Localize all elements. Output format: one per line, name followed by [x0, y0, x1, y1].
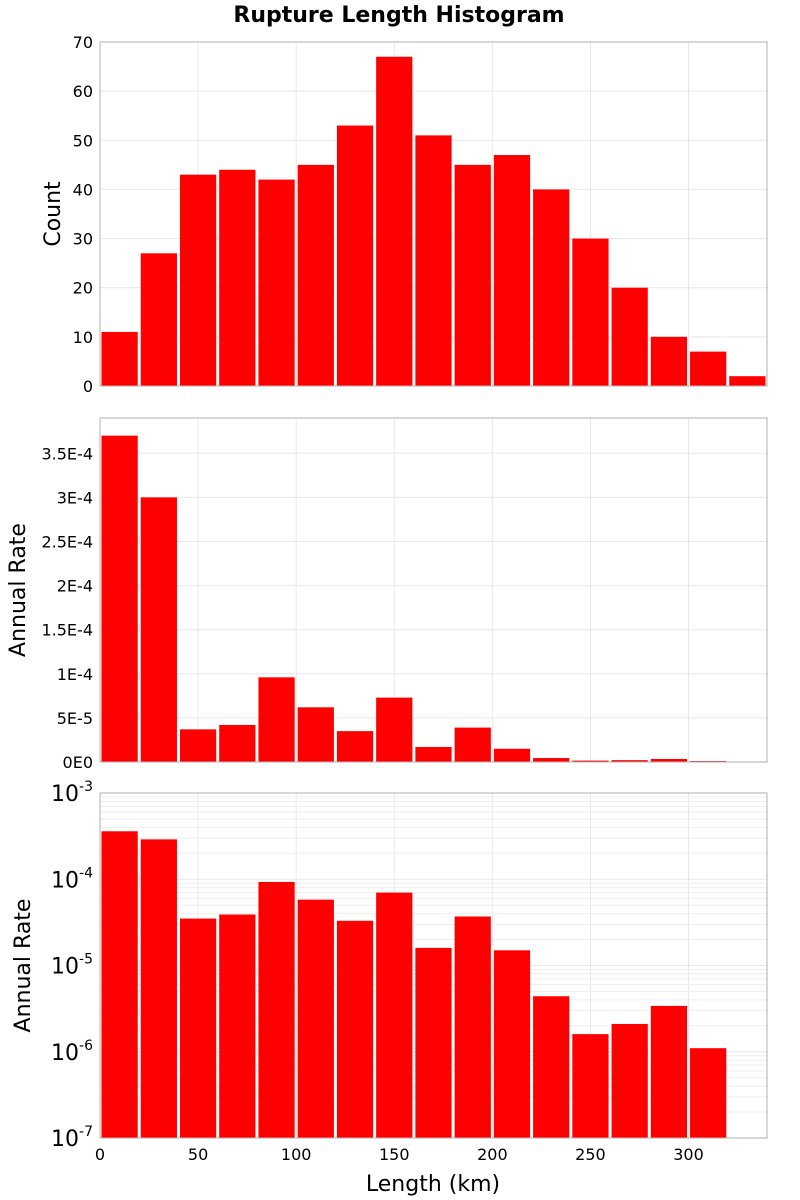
bar: [336, 920, 374, 1138]
y-tick-label: 10-7: [51, 1124, 93, 1152]
y-axis-title: Count: [41, 181, 66, 247]
x-tick-label: 0: [95, 1145, 105, 1164]
x-tick-label: 250: [575, 1145, 606, 1164]
bar: [690, 1048, 727, 1138]
y-tick-label: 10-3: [51, 779, 93, 807]
x-tick-label: 300: [673, 1145, 704, 1164]
y-tick-label: 3E-4: [57, 488, 93, 507]
bar: [650, 1005, 688, 1138]
y-tick-label: 10-6: [51, 1038, 93, 1066]
plot-frame: [99, 41, 768, 387]
plot-frame: [99, 792, 768, 1139]
bar: [258, 677, 295, 762]
y-tick-label: 70: [73, 33, 93, 52]
y-tick-label: 2.5E-4: [41, 532, 93, 551]
bar: [258, 179, 295, 386]
y-tick-exponent: -7: [79, 1124, 93, 1140]
bar: [493, 155, 531, 386]
bar: [572, 1034, 609, 1138]
x-tick-label: 150: [379, 1145, 410, 1164]
bar: [376, 892, 413, 1138]
x-axis-title: Length (km): [366, 1172, 500, 1197]
x-tick-label: 200: [477, 1145, 508, 1164]
y-tick-exponent: -4: [79, 865, 93, 881]
bar: [533, 189, 570, 386]
bar: [219, 914, 256, 1138]
y-tick-exponent: -3: [79, 779, 93, 795]
bar: [376, 56, 413, 386]
bar: [611, 760, 648, 762]
chart-title: Rupture Length Histogram: [233, 3, 564, 28]
y-tick-label: 40: [73, 180, 93, 199]
x-tick-label: 100: [281, 1145, 312, 1164]
bar: [454, 164, 491, 386]
chart-panels: 0 10 20 30 40 50 60 70 Count 0E0 5E-5 1E-4 1.5E-4 2E-…: [6, 33, 768, 1164]
bar: [219, 724, 256, 762]
bar: [533, 996, 570, 1138]
bar: [611, 1023, 648, 1138]
y-tick-label: 50: [73, 131, 93, 150]
bar: [376, 697, 413, 762]
bar: [179, 174, 217, 386]
plot-frame: [99, 417, 768, 763]
y-axis-title: Annual Rate: [11, 899, 36, 1033]
y-tick-base: 10: [51, 1127, 79, 1152]
y-tick-base: 10: [51, 868, 79, 893]
y-tick-label: 3.5E-4: [41, 444, 93, 463]
bar: [101, 331, 138, 386]
y-tick-base: 10: [51, 1041, 79, 1066]
y-tick-exponent: -5: [79, 952, 93, 968]
bar: [650, 336, 688, 386]
y-tick-label: 10-5: [51, 952, 93, 980]
y-tick-label: 1E-4: [57, 665, 93, 684]
y-tick-label: 0: [83, 377, 93, 396]
y-tick-label: 20: [73, 279, 93, 298]
bar: [415, 747, 452, 762]
bar: [258, 881, 295, 1138]
x-tick-label: 50: [188, 1145, 208, 1164]
bar: [140, 497, 177, 762]
bar: [454, 727, 491, 762]
y-tick-label: 10: [73, 328, 93, 347]
bar: [415, 947, 452, 1138]
y-tick-label: 1.5E-4: [41, 621, 93, 640]
bar: [415, 135, 452, 386]
y-tick-label: 30: [73, 230, 93, 249]
bar: [572, 760, 609, 762]
y-tick-exponent: -6: [79, 1038, 93, 1054]
y-tick-label: 60: [73, 82, 93, 101]
bar: [140, 253, 177, 386]
bar: [101, 435, 138, 762]
bar: [101, 831, 138, 1138]
bar: [297, 707, 334, 762]
bar: [179, 918, 217, 1138]
y-tick-label: 5E-5: [57, 709, 93, 728]
bar: [336, 731, 374, 762]
bar: [454, 916, 491, 1138]
y-axis-title: Annual Rate: [6, 523, 31, 657]
bar: [690, 351, 727, 386]
bar: [336, 125, 374, 387]
y-tick-base: 10: [51, 955, 79, 980]
bar: [140, 839, 177, 1138]
bar: [611, 287, 648, 386]
y-tick-label: 10-4: [51, 865, 93, 893]
y-tick-base: 10: [51, 782, 79, 807]
bar: [729, 376, 766, 386]
bar: [493, 748, 531, 762]
bar: [533, 758, 570, 762]
y-tick-label: 0E0: [63, 753, 93, 772]
bar: [179, 729, 217, 762]
panel-2: 0E0 5E-5 1E-4 1.5E-4 2E-4 2.5E-4 3E-4 3.5E-4 Ann…: [6, 417, 768, 772]
y-tick-label: 2E-4: [57, 577, 93, 596]
bar: [219, 169, 256, 386]
bar: [493, 950, 531, 1138]
bar: [297, 899, 334, 1138]
bar: [572, 238, 609, 386]
panel-1: 0 10 20 30 40 50 60 70 Count: [41, 33, 768, 396]
bar: [297, 164, 334, 386]
bar: [650, 759, 688, 762]
